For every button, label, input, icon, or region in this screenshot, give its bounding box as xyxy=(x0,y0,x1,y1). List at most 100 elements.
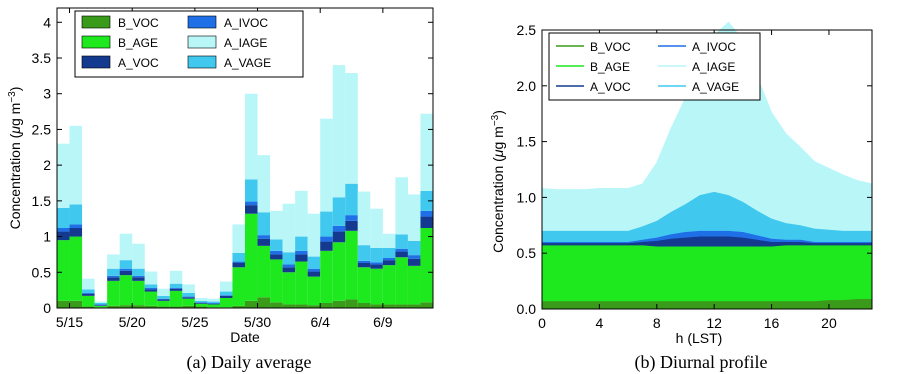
y-tick-label: 4 xyxy=(43,14,51,30)
x-tick-label: 6/4 xyxy=(310,314,330,330)
bar-a_vage-0 xyxy=(57,208,70,228)
bar-a_voc-9 xyxy=(169,288,183,291)
bar-b_voc-24 xyxy=(357,303,371,308)
bar-a_vage-25 xyxy=(370,248,383,263)
bar-b_voc-19 xyxy=(295,304,308,308)
legend-swatch-b_age xyxy=(81,35,111,49)
bar-b_age-8 xyxy=(157,300,170,307)
legend-swatch-a_ivoc xyxy=(187,15,217,29)
bar-a_voc-10 xyxy=(182,297,195,299)
bar-a_ivoc-3 xyxy=(94,304,108,306)
bar-a_ivoc-5 xyxy=(119,268,133,271)
caption: (b) Diurnal profile xyxy=(635,352,768,373)
plot-frame xyxy=(56,7,434,309)
bar-a_iage-22 xyxy=(332,65,346,198)
bar-a_vage-23 xyxy=(345,183,358,216)
bar-a_iage-21 xyxy=(320,118,333,212)
bar-b_age-26 xyxy=(382,265,396,305)
legend: B_VOC B_AGE A_VOC A_IVOC A_IAGE A_VAGE xyxy=(74,10,304,78)
x-tick-label: 5/20 xyxy=(119,314,146,330)
bar-a_voc-3 xyxy=(94,305,108,306)
bar-b_age-4 xyxy=(107,280,120,306)
bar-b_voc-26 xyxy=(382,304,396,308)
bar-b_voc-21 xyxy=(320,303,333,308)
bar-a_ivoc-29 xyxy=(420,210,433,217)
bar-a_voc-6 xyxy=(132,277,145,281)
x-tick-label: 16 xyxy=(764,315,780,331)
bar-a_iage-13 xyxy=(219,281,233,292)
y-tick-label: 2.5 xyxy=(517,22,537,38)
bar-a_voc-2 xyxy=(82,293,95,296)
bar-a_voc-21 xyxy=(320,241,333,251)
x-tick-label: 0 xyxy=(538,315,546,331)
bar-a_ivoc-0 xyxy=(57,228,70,232)
bar-a_ivoc-19 xyxy=(295,250,308,255)
bar-b_age-9 xyxy=(169,290,183,307)
bar-a_voc-18 xyxy=(282,267,296,273)
bar-a_ivoc-9 xyxy=(169,288,183,289)
y-tick-label: 3.5 xyxy=(32,50,52,66)
legend-label-a_ivoc: A_IVOC xyxy=(224,16,268,30)
bar-b_age-24 xyxy=(357,267,371,303)
bar-a_vage-21 xyxy=(320,211,333,237)
bar-a_iage-7 xyxy=(144,271,158,285)
bar-b_age-23 xyxy=(345,230,358,300)
bar-a_ivoc-13 xyxy=(219,295,233,296)
bar-b_voc-18 xyxy=(282,304,296,308)
bar-b_age-29 xyxy=(420,228,433,303)
bar-a_iage-2 xyxy=(82,278,95,290)
legend-label-a_voc: A_VOC xyxy=(118,56,159,70)
bar-a_voc-19 xyxy=(295,254,308,262)
legend-label-b_age: B_AGE xyxy=(118,36,158,50)
y-tick-label: 2 xyxy=(43,157,51,173)
y-tick-label: 1.5 xyxy=(32,193,52,209)
bar-b_age-11 xyxy=(194,303,208,307)
bar-a_iage-20 xyxy=(307,213,321,257)
bar-a_vage-28 xyxy=(407,240,421,256)
bar-b_voc-9 xyxy=(169,306,183,308)
bar-a_voc-14 xyxy=(232,263,245,268)
x-tick-label: 5/15 xyxy=(56,314,83,330)
legend-label-a_ivoc: A_IVOC xyxy=(692,40,736,54)
bar-a_vage-10 xyxy=(182,293,195,297)
x-tick-label: 20 xyxy=(821,315,837,331)
bar-b_voc-4 xyxy=(107,305,120,308)
bar-a_iage-10 xyxy=(182,284,195,293)
bar-b_age-12 xyxy=(207,304,220,308)
bar-a_ivoc-11 xyxy=(194,302,208,303)
bar-b_age-20 xyxy=(307,276,321,306)
bar-b_voc-23 xyxy=(345,299,358,308)
y-tick-label: 0 xyxy=(43,300,51,316)
bar-a_ivoc-21 xyxy=(320,236,333,242)
bar-a_iage-12 xyxy=(207,298,220,302)
x-tick-label: 4 xyxy=(595,315,603,331)
bar-b_voc-10 xyxy=(182,305,195,308)
bar-a_voc-20 xyxy=(307,271,321,277)
bar-a_ivoc-23 xyxy=(345,215,358,221)
x-tick-label: 8 xyxy=(653,315,661,331)
caption: (a) Daily average xyxy=(187,352,312,373)
legend-label-a_vage: A_VAGE xyxy=(224,56,271,70)
bar-a_voc-24 xyxy=(357,263,371,268)
bar-a_ivoc-12 xyxy=(207,303,220,304)
bar-a_iage-9 xyxy=(169,270,183,284)
bar-a_iage-4 xyxy=(107,254,120,269)
bar-a_vage-19 xyxy=(295,236,308,251)
bar-a_vage-2 xyxy=(82,289,95,293)
bar-b_voc-28 xyxy=(407,304,421,308)
bar-b_voc-29 xyxy=(420,302,433,308)
bar-a_iage-27 xyxy=(395,177,408,235)
bar-b_voc-27 xyxy=(395,304,408,308)
bar-a_iage-28 xyxy=(407,194,421,241)
bar-b_age-2 xyxy=(82,295,95,307)
bar-b_age-0 xyxy=(57,240,70,301)
bar-a_vage-3 xyxy=(94,303,108,305)
bar-a_iage-3 xyxy=(94,301,108,303)
bar-b_age-1 xyxy=(69,236,83,301)
panel-b-diurnal-profile: 0.0 0.5 1.0 1.5 2.0 2.5 0 4 8 12 16 20 h (LST) Concen… xyxy=(490,21,873,373)
bar-a_vage-9 xyxy=(169,283,183,288)
bar-a_ivoc-27 xyxy=(395,248,408,252)
bar-a_voc-26 xyxy=(382,260,396,266)
bar-a_voc-0 xyxy=(57,231,70,241)
bar-b_age-25 xyxy=(370,268,383,305)
